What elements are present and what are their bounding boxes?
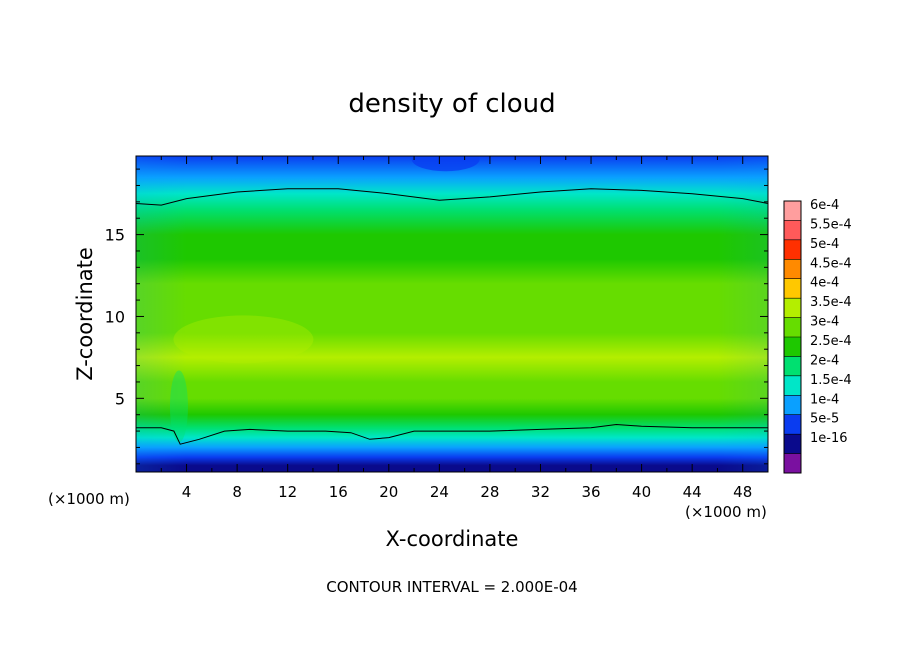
colorbar-swatch [784,239,801,260]
colorbar-label: 1.5e-4 [810,373,852,388]
x-tick-label: 4 [182,483,192,501]
plot-area [136,156,768,472]
x-unit-right: (×1000 m) [685,503,767,521]
x-tick-label: 8 [232,483,242,501]
contour-line-upper [136,188,768,206]
colorbar-swatch [784,395,801,416]
y-axis-label: Z-coordinate [73,247,97,381]
colorbar-swatch [784,317,801,338]
colorbar-label: 4.5e-4 [810,256,852,271]
x-tick-label: 32 [531,483,550,501]
x-tick-label: 24 [430,483,449,501]
x-tick-label: 48 [733,483,752,501]
colorbar-swatch [784,434,801,455]
contour-line-lower [136,423,768,445]
side-variation-overlay [136,156,768,472]
colorbar-swatch [784,337,801,357]
x-tick-label: 36 [581,483,600,501]
y-tick-label: 10 [105,307,125,326]
x-tick-label: 16 [329,483,348,501]
x-tick-label: 20 [379,483,398,501]
y-tick-label: 15 [105,226,125,245]
colorbar: 6e-4 5.5e-4 5e-4 4.5e-4 4e-4 3.5e-4 3e-4 2.5e-4… [783,198,852,474]
colorbar-label: 2.5e-4 [810,334,852,349]
x-tick-label: 12 [278,483,297,501]
top-low-density-pocket [411,156,480,172]
colorbar-label: 5e-4 [810,237,839,252]
colorbar-swatch [784,220,801,241]
x-axis: 4 8 12 16 20 24 28 32 36 40 44 48 [160,156,752,501]
colorbar-label: 3.5e-4 [810,295,852,310]
x-tick-label: 40 [632,483,651,501]
x-unit-left: (×1000 m) [48,490,130,508]
y-axis: 5 10 15 [105,168,768,465]
colorbar-label: 2e-4 [810,353,839,368]
colorbar-label: 1e-4 [810,392,839,407]
colorbar-swatch [784,356,801,377]
colorbar-swatch [784,375,801,396]
y-tick-label: 5 [115,389,125,408]
colorbar-label: 3e-4 [810,315,839,330]
colorbar-label: 5e-5 [810,412,839,427]
colorbar-swatch [784,414,801,435]
mid-level-maximum [173,315,314,364]
colorbar-swatch [784,453,801,474]
x-tick-label: 28 [480,483,499,501]
colorbar-label: 4e-4 [810,276,839,291]
colorbar-swatch [784,278,801,299]
plot-frame [135,155,769,473]
chart-title: density of cloud [348,89,555,119]
contour-interval-note: CONTOUR INTERVAL = 2.000E-04 [326,578,577,596]
colorbar-swatch [784,298,801,319]
x-tick-label: 44 [683,483,702,501]
colorbar-swatch [784,259,801,280]
surface-column-feature [169,370,188,443]
colorbar-label: 5.5e-4 [810,217,852,232]
colorbar-label: 6e-4 [810,198,839,213]
x-axis-label: X-coordinate [386,527,519,551]
colorbar-label: 1e-16 [810,431,848,446]
colorbar-swatch [784,201,801,221]
